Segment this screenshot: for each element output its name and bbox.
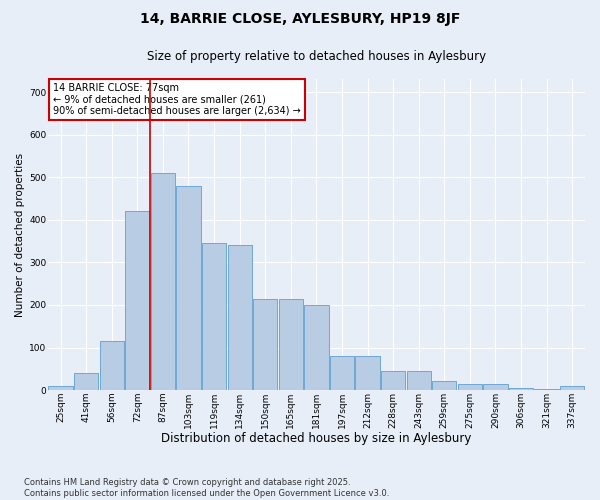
Text: Contains HM Land Registry data © Crown copyright and database right 2025.
Contai: Contains HM Land Registry data © Crown c…	[24, 478, 389, 498]
Y-axis label: Number of detached properties: Number of detached properties	[15, 152, 25, 317]
Bar	[74, 373, 98, 390]
Text: 14, BARRIE CLOSE, AYLESBURY, HP19 8JF: 14, BARRIE CLOSE, AYLESBURY, HP19 8JF	[140, 12, 460, 26]
Bar	[432, 380, 457, 390]
Bar	[535, 389, 559, 390]
Bar	[176, 186, 200, 390]
Bar	[100, 341, 124, 390]
X-axis label: Distribution of detached houses by size in Aylesbury: Distribution of detached houses by size …	[161, 432, 472, 445]
Bar	[49, 386, 73, 390]
Bar	[458, 384, 482, 390]
Bar	[381, 371, 405, 390]
Bar	[355, 356, 380, 390]
Bar	[407, 371, 431, 390]
Bar	[202, 244, 226, 390]
Bar	[484, 384, 508, 390]
Bar	[330, 356, 354, 390]
Bar	[227, 246, 252, 390]
Bar	[278, 298, 303, 390]
Text: 14 BARRIE CLOSE: 77sqm
← 9% of detached houses are smaller (261)
90% of semi-det: 14 BARRIE CLOSE: 77sqm ← 9% of detached …	[53, 82, 301, 116]
Bar	[509, 388, 533, 390]
Title: Size of property relative to detached houses in Aylesbury: Size of property relative to detached ho…	[147, 50, 486, 63]
Bar	[125, 212, 149, 390]
Bar	[304, 305, 329, 390]
Bar	[560, 386, 584, 390]
Bar	[151, 173, 175, 390]
Bar	[253, 298, 277, 390]
